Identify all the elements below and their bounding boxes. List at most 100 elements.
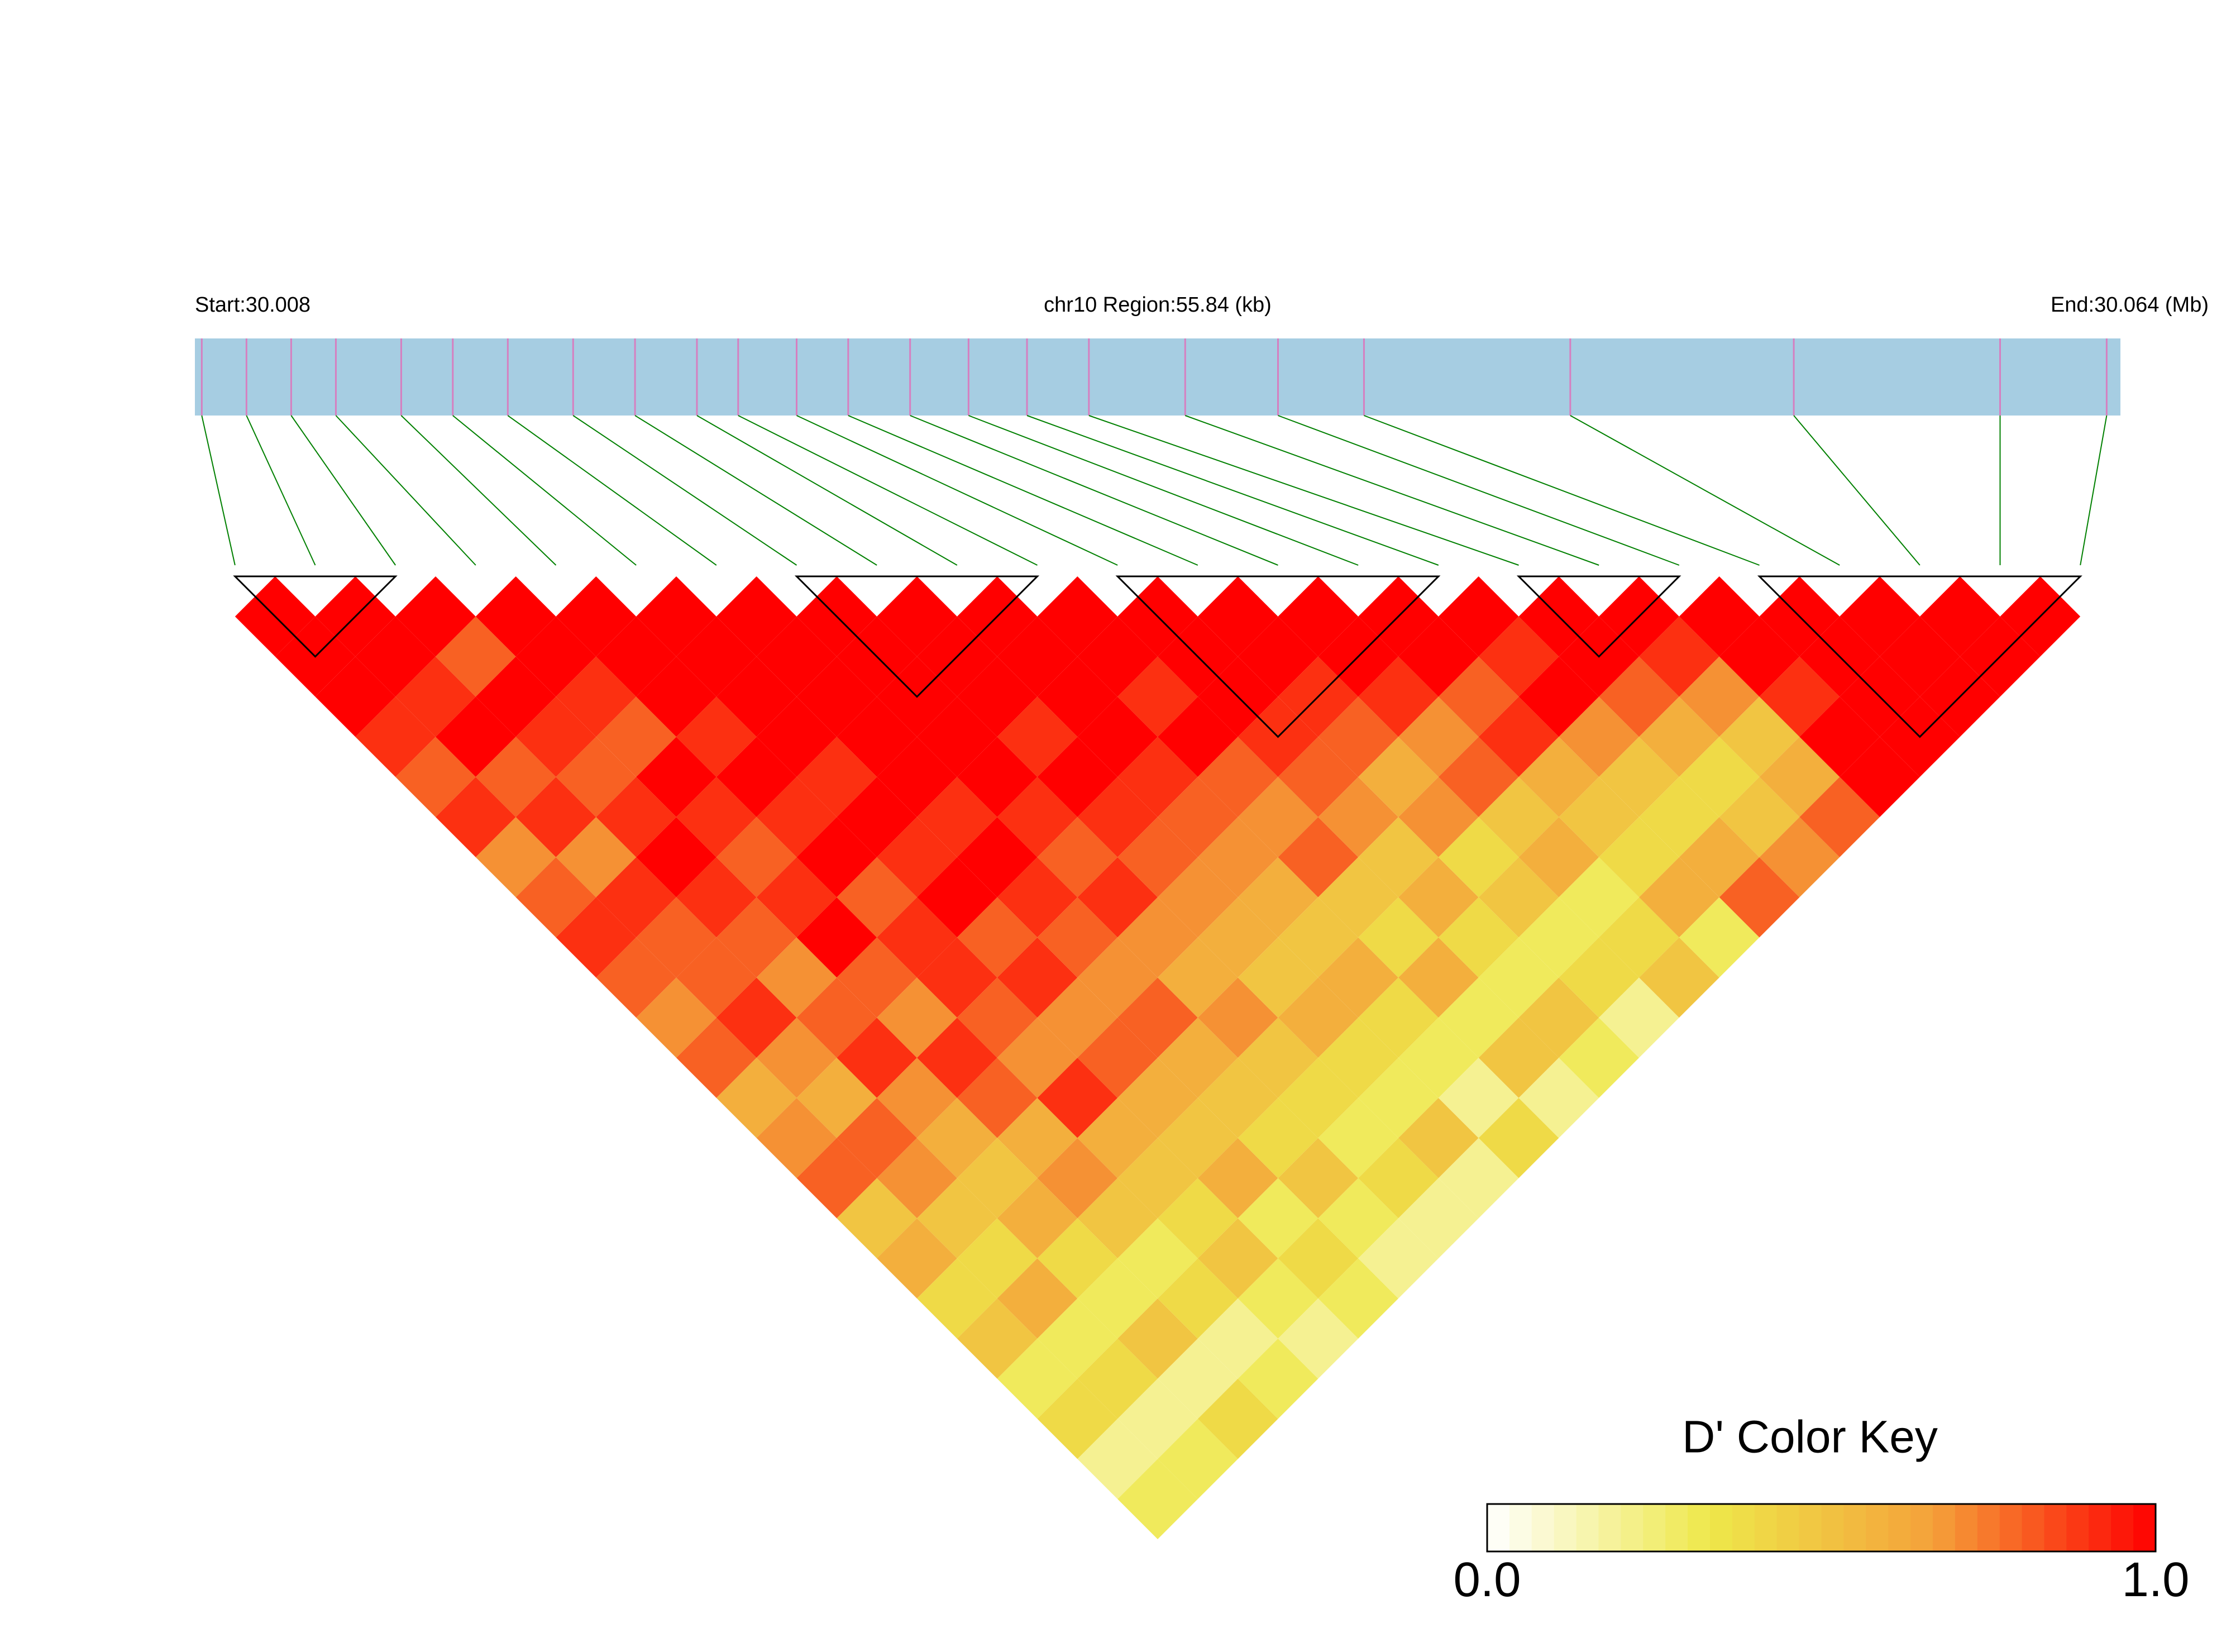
ld-cell [997,616,1078,697]
ld-cell [1197,817,1278,897]
ld-cell [877,1138,957,1219]
ld-block [1757,575,2082,738]
ld-cell [1478,857,1559,938]
ld-cell [1398,1178,1479,1259]
ld-cell [315,656,396,737]
ld-cell [1679,576,1760,657]
ld-cell [1197,897,1278,978]
ld-cell [756,616,837,697]
ld-cell [1238,1338,1318,1419]
ld-cell [1077,1178,1158,1259]
colorbar-step [1821,1504,1845,1551]
ld-cell [1158,777,1238,857]
colorbar-step [1977,1504,2000,1551]
ld-cell [1037,1378,1118,1459]
ld-cell [997,937,1078,1018]
colorbar-step [2022,1504,2045,1551]
ld-cell [1358,737,1439,817]
ld-cell [716,977,797,1058]
ld-cell [1238,1258,1318,1339]
colorbar-step [1999,1504,2023,1551]
ld-cell [1478,616,1559,697]
ld-cell [917,1018,997,1098]
ld-cell [1358,897,1439,978]
ld-cell [1238,1178,1318,1259]
colorbar-step [1554,1504,1577,1551]
ld-cell [1679,737,1760,817]
ld-cell [1358,656,1439,737]
ld-cell [1438,1138,1519,1219]
ld-cell [515,857,596,938]
ld-cell [1238,857,1318,938]
colorbar-title: D' Color Key [1682,1412,1938,1463]
ld-cell [1197,1298,1278,1379]
colorbar-step [2066,1504,2090,1551]
ld-cell [1518,656,1599,737]
ld-cell [1679,897,1760,978]
ld-cell [1719,857,1800,938]
ld-cell [1438,576,1519,657]
ld-cell [1238,937,1318,1018]
ld-cell [1077,857,1158,938]
ld-cell [355,616,436,697]
ld-cell [957,1138,1038,1219]
ld-cell [596,937,676,1018]
ld-cell [1117,1459,1198,1539]
colorbar-step [1487,1504,1510,1551]
ld-cell [1278,1298,1359,1379]
ld-cell [1719,696,1800,777]
ld-cell [1639,937,1719,1018]
ld-cell [596,777,676,857]
colorbar-step [1576,1504,1599,1551]
ld-cell [957,1298,1038,1379]
ld-cell [957,817,1038,897]
ld-cell [1358,1218,1439,1298]
ld-cell [1077,1338,1158,1419]
ld-cell [877,1058,957,1138]
colorbar-step [1933,1504,1956,1551]
colorbar-step [1509,1504,1532,1551]
ld-cell [1037,897,1118,978]
colorbar-step [1955,1504,1978,1551]
ld-cell [837,937,917,1018]
colorbar-step [1531,1504,1555,1551]
ld-cell [796,897,877,978]
snp-link [1364,415,1760,566]
snp-link [452,415,637,566]
snp-link [1793,415,1921,566]
ld-cell [1478,937,1559,1018]
ld-cell [1158,1419,1238,1500]
colorbar-step [1665,1504,1689,1551]
ld-cell [1238,616,1318,697]
ld-cell [1438,656,1519,737]
ld-cell [395,656,476,737]
ld-cell [796,656,877,737]
ld-cell [997,1178,1078,1259]
ld-cell [515,616,596,697]
ld-cell [1358,1058,1439,1138]
ld-cell [1559,937,1639,1018]
ld-cell [1919,576,2000,657]
ld-cell [957,1218,1038,1298]
ld-cell [1599,656,1679,737]
ld-cell [1077,616,1158,697]
snp-link [290,415,396,566]
ld-cell [1117,737,1198,817]
ld-cell [636,576,716,657]
ld-cell [1478,1097,1559,1178]
ld-cell [636,737,716,817]
colorbar-step [1754,1504,1778,1551]
colorbar-step [1799,1504,1822,1551]
ld-cell [355,696,436,777]
ld-cell [1639,777,1719,857]
ld-cell [1599,897,1679,978]
snp-link [1026,415,1439,566]
ld-cell [1358,1138,1439,1219]
ld-cell [395,576,476,657]
ld-cell [1318,1178,1398,1259]
snp-link [968,415,1359,566]
ld-cell [756,937,837,1018]
ld-cell [1719,616,1800,697]
ld-cell [1077,1258,1158,1339]
